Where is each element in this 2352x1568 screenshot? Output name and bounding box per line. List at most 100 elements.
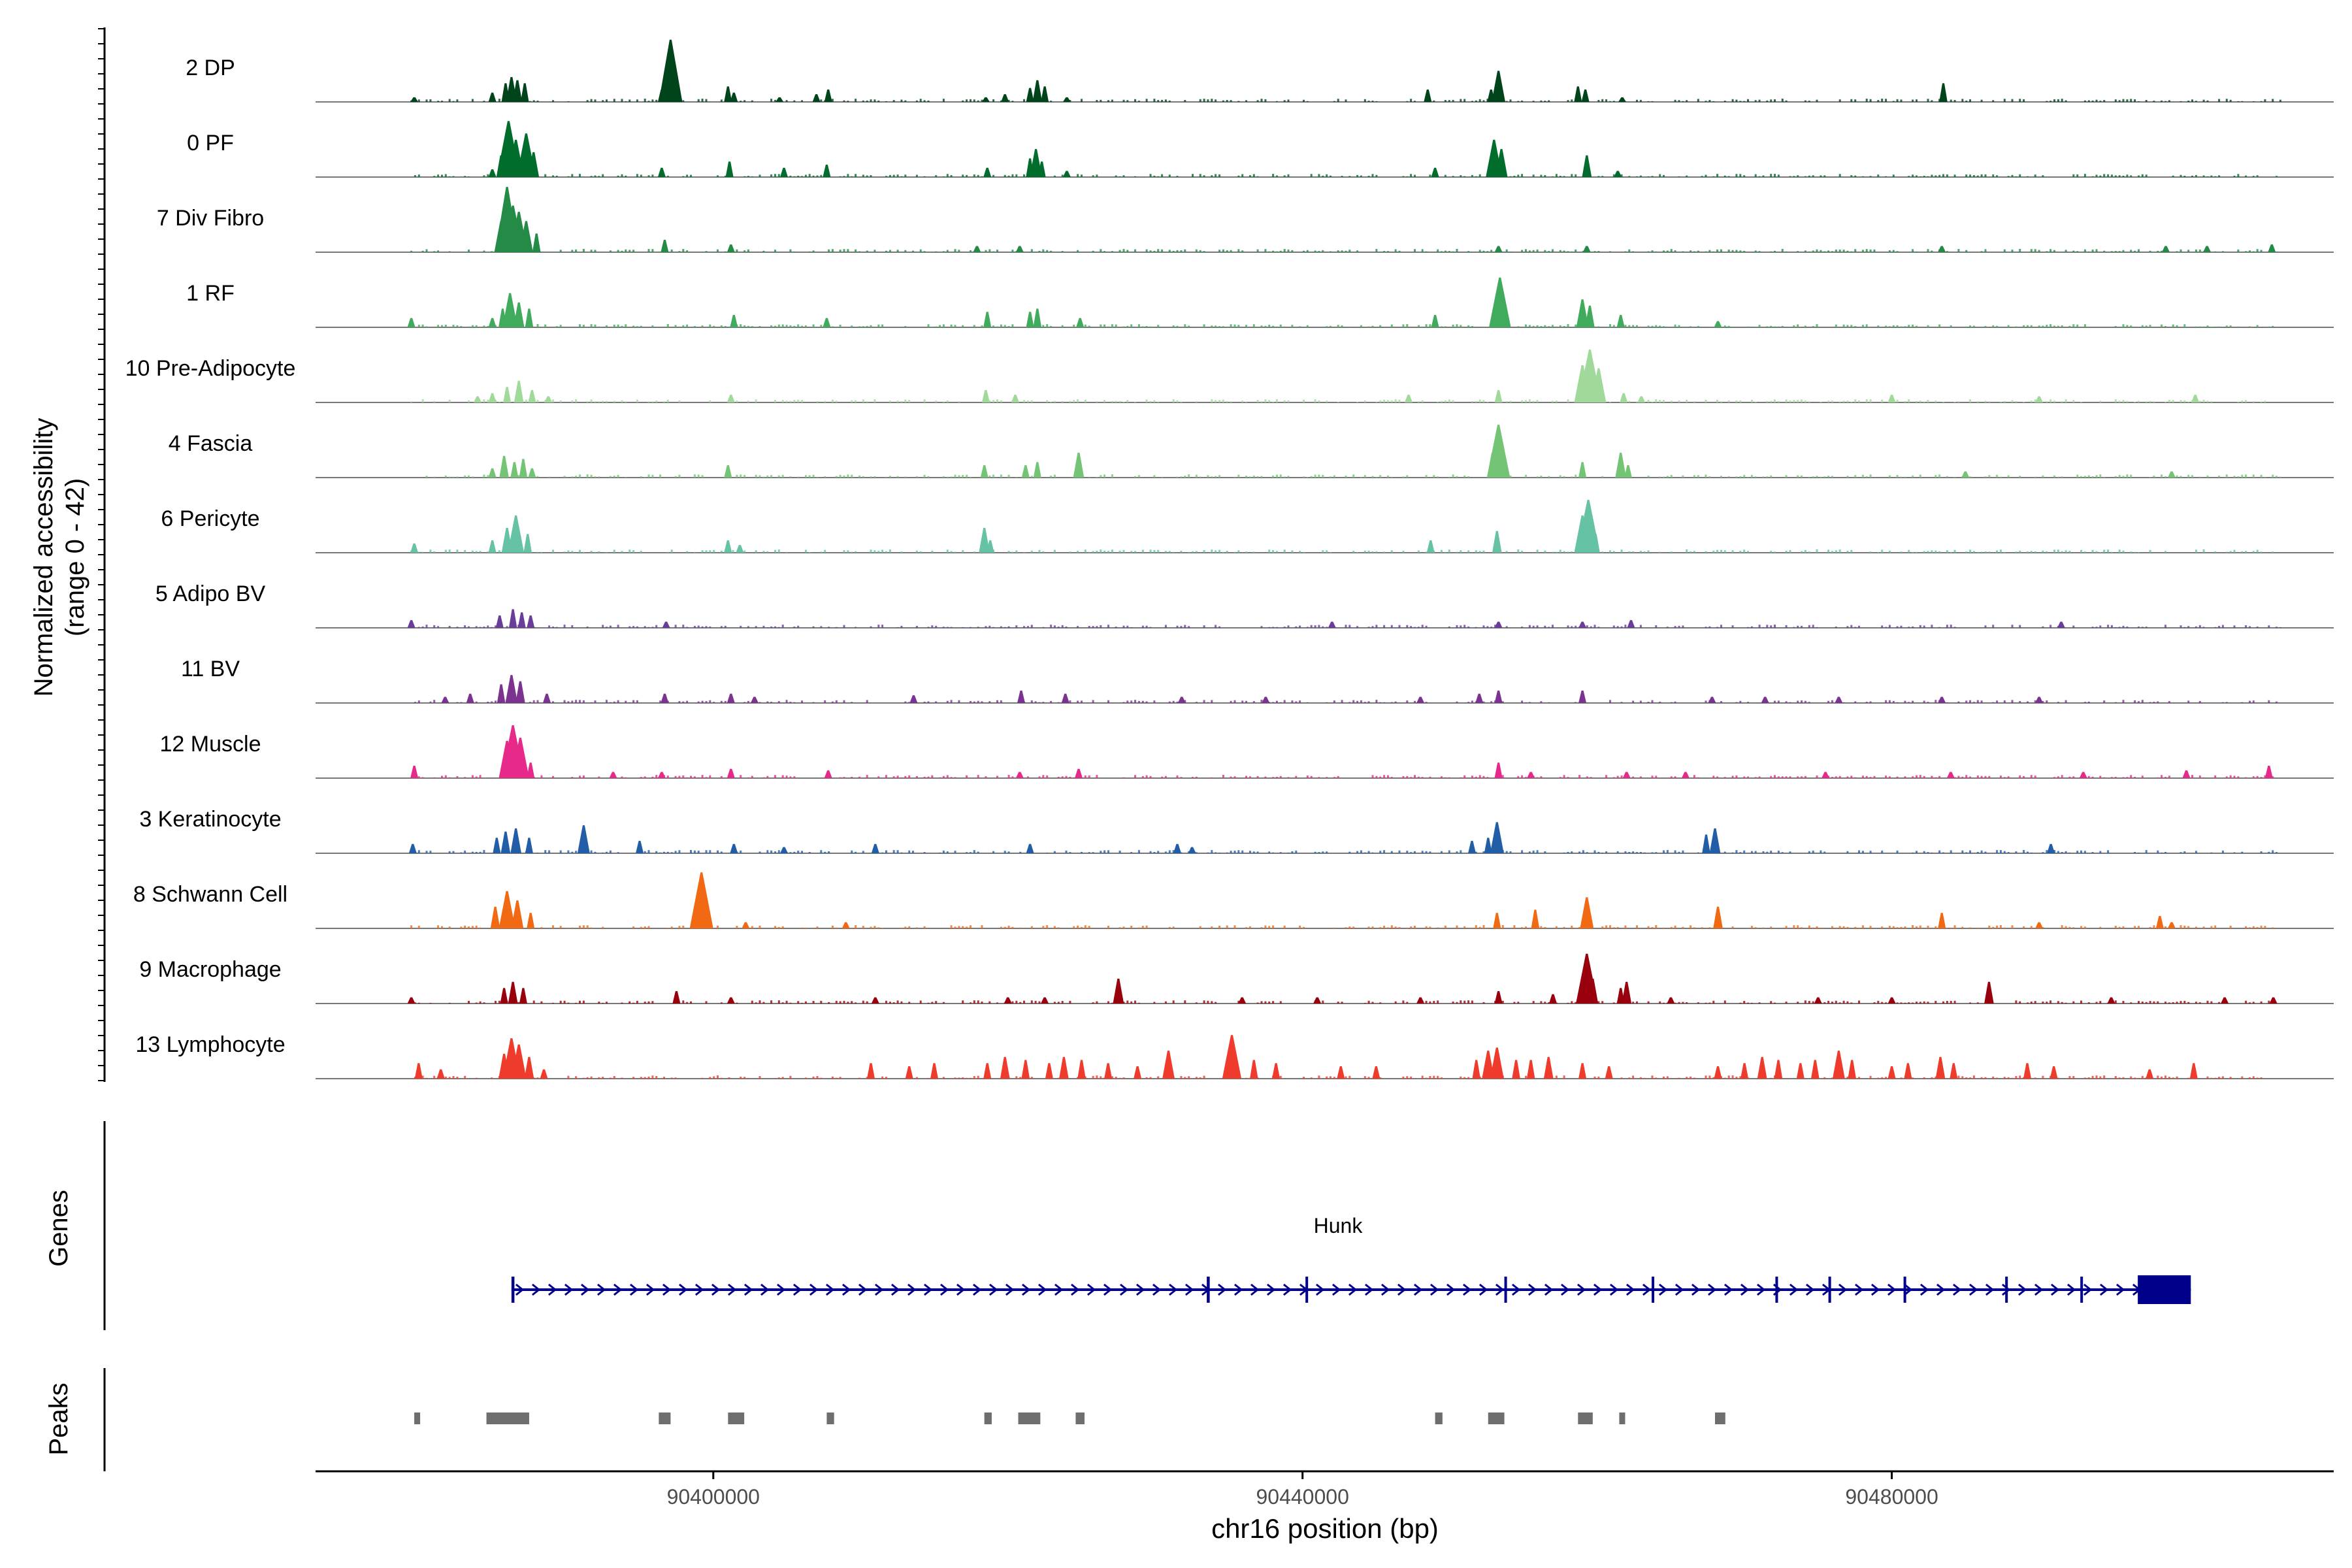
accessibility-peak bbox=[1494, 246, 1503, 252]
peak-region bbox=[1018, 1413, 1041, 1424]
accessibility-peak bbox=[1017, 691, 1025, 703]
accessibility-peak bbox=[1757, 1056, 1767, 1079]
accessibility-peak bbox=[2182, 770, 2191, 778]
accessibility-peak bbox=[867, 1063, 875, 1079]
accessibility-peak bbox=[2107, 997, 2115, 1004]
gene-strand-chevrons bbox=[515, 1283, 2174, 1296]
accessibility-peak bbox=[1011, 395, 1019, 402]
accessibility-peak bbox=[527, 762, 535, 778]
accessibility-peak bbox=[1262, 696, 1270, 703]
accessibility-peak bbox=[1494, 762, 1503, 778]
accessibility-peak bbox=[1887, 997, 1896, 1004]
accessibility-peak bbox=[525, 838, 533, 853]
accessibility-peak bbox=[512, 80, 523, 102]
track-9-macrophage: 9 Macrophage bbox=[139, 953, 2334, 1004]
accessibility-peak bbox=[1134, 1066, 1142, 1079]
accessibility-peak bbox=[1416, 696, 1425, 703]
accessibility-peak bbox=[730, 843, 738, 853]
accessibility-peak bbox=[1814, 997, 1822, 1004]
peak-region bbox=[728, 1413, 745, 1424]
accessibility-peak bbox=[1494, 691, 1503, 703]
accessibility-peak bbox=[410, 766, 419, 778]
accessibility-peak bbox=[519, 459, 528, 478]
peaks-panel-label: Peaks bbox=[44, 1382, 73, 1455]
accessibility-peak bbox=[727, 768, 735, 778]
accessibility-peak bbox=[1037, 161, 1046, 177]
track-label: 8 Schwann Cell bbox=[133, 882, 287, 907]
accessibility-peak bbox=[1938, 913, 1946, 928]
track-8-schwann-cell: 8 Schwann Cell bbox=[133, 872, 2334, 929]
accessibility-peak bbox=[1618, 97, 1626, 102]
accessibility-peak bbox=[511, 738, 529, 778]
x-axis-tick-label: 90480000 bbox=[1845, 1485, 1938, 1509]
accessibility-peak bbox=[981, 390, 990, 402]
accessibility-peak bbox=[1714, 1066, 1722, 1079]
accessibility-peak bbox=[488, 169, 497, 177]
accessibility-peak bbox=[1681, 772, 1690, 778]
accessibility-peak bbox=[1073, 452, 1085, 478]
accessibility-peak bbox=[823, 165, 831, 177]
accessibility-peak bbox=[540, 1069, 548, 1079]
accessibility-peak bbox=[1021, 1060, 1030, 1079]
accessibility-peak bbox=[979, 527, 990, 553]
accessibility-peak bbox=[1984, 981, 1994, 1004]
accessibility-peak bbox=[1549, 994, 1557, 1004]
accessibility-peak bbox=[488, 318, 497, 327]
accessibility-peak bbox=[1495, 149, 1508, 177]
track-noise bbox=[410, 399, 2266, 402]
accessibility-peak bbox=[528, 468, 536, 478]
track-label: 0 PF bbox=[187, 131, 234, 155]
accessibility-peak bbox=[930, 1063, 938, 1079]
accessibility-peak bbox=[2023, 1063, 2031, 1079]
accessibility-peak bbox=[495, 615, 504, 628]
accessibility-peak bbox=[1061, 693, 1070, 703]
accessibility-peak bbox=[510, 462, 519, 478]
accessibility-peak bbox=[2168, 471, 2176, 478]
accessibility-peak bbox=[1587, 978, 1599, 1004]
accessibility-peak bbox=[980, 465, 988, 478]
accessibility-peak bbox=[2264, 766, 2273, 778]
accessibility-peak bbox=[1939, 83, 1948, 102]
accessibility-peak bbox=[488, 393, 497, 402]
accessibility-peak bbox=[657, 772, 666, 778]
peak-region bbox=[1578, 1413, 1593, 1424]
accessibility-peak bbox=[508, 981, 518, 1004]
track-6-pericyte: 6 Pericyte bbox=[161, 500, 2334, 553]
accessibility-peak bbox=[1104, 1063, 1113, 1079]
track-13-lymphocyte: 13 Lymphocyte bbox=[135, 1032, 2334, 1079]
accessibility-peak bbox=[1627, 620, 1635, 628]
accessibility-peak bbox=[1062, 97, 1071, 102]
accessibility-peak bbox=[981, 97, 990, 102]
accessibility-peak bbox=[1821, 772, 1830, 778]
accessibility-peak bbox=[2047, 843, 2055, 853]
accessibility-peak bbox=[488, 540, 497, 553]
gene-exon bbox=[1775, 1277, 1778, 1303]
accessibility-peak bbox=[736, 545, 744, 553]
accessibility-peak bbox=[1708, 696, 1716, 703]
accessibility-peak bbox=[1372, 1066, 1380, 1079]
accessibility-peak bbox=[2035, 696, 2044, 703]
accessibility-peak bbox=[727, 693, 735, 703]
accessibility-peak bbox=[659, 39, 683, 102]
accessibility-peak bbox=[871, 843, 879, 853]
accessibility-peak bbox=[1605, 1066, 1613, 1079]
accessibility-peak bbox=[543, 693, 551, 703]
accessibility-peak bbox=[742, 922, 750, 928]
accessibility-peak bbox=[1062, 171, 1071, 177]
accessibility-peak bbox=[776, 97, 784, 102]
accessibility-peak bbox=[1041, 997, 1049, 1004]
accessibility-peak bbox=[1494, 390, 1503, 402]
accessibility-peak bbox=[1492, 71, 1505, 102]
gene-exon bbox=[1504, 1277, 1507, 1303]
accessibility-peak bbox=[705, 913, 713, 928]
accessibility-peak bbox=[871, 997, 879, 1004]
accessibility-peak bbox=[1015, 772, 1024, 778]
accessibility-peak bbox=[1578, 621, 1587, 628]
accessibility-peak bbox=[1482, 1051, 1495, 1079]
accessibility-peak bbox=[1424, 90, 1432, 102]
accessibility-peak bbox=[1173, 843, 1181, 853]
accessibility-peak bbox=[1585, 305, 1595, 327]
accessibility-peak bbox=[1426, 540, 1435, 553]
accessibility-peak bbox=[1938, 246, 1946, 252]
accessibility-peak bbox=[1113, 978, 1124, 1004]
